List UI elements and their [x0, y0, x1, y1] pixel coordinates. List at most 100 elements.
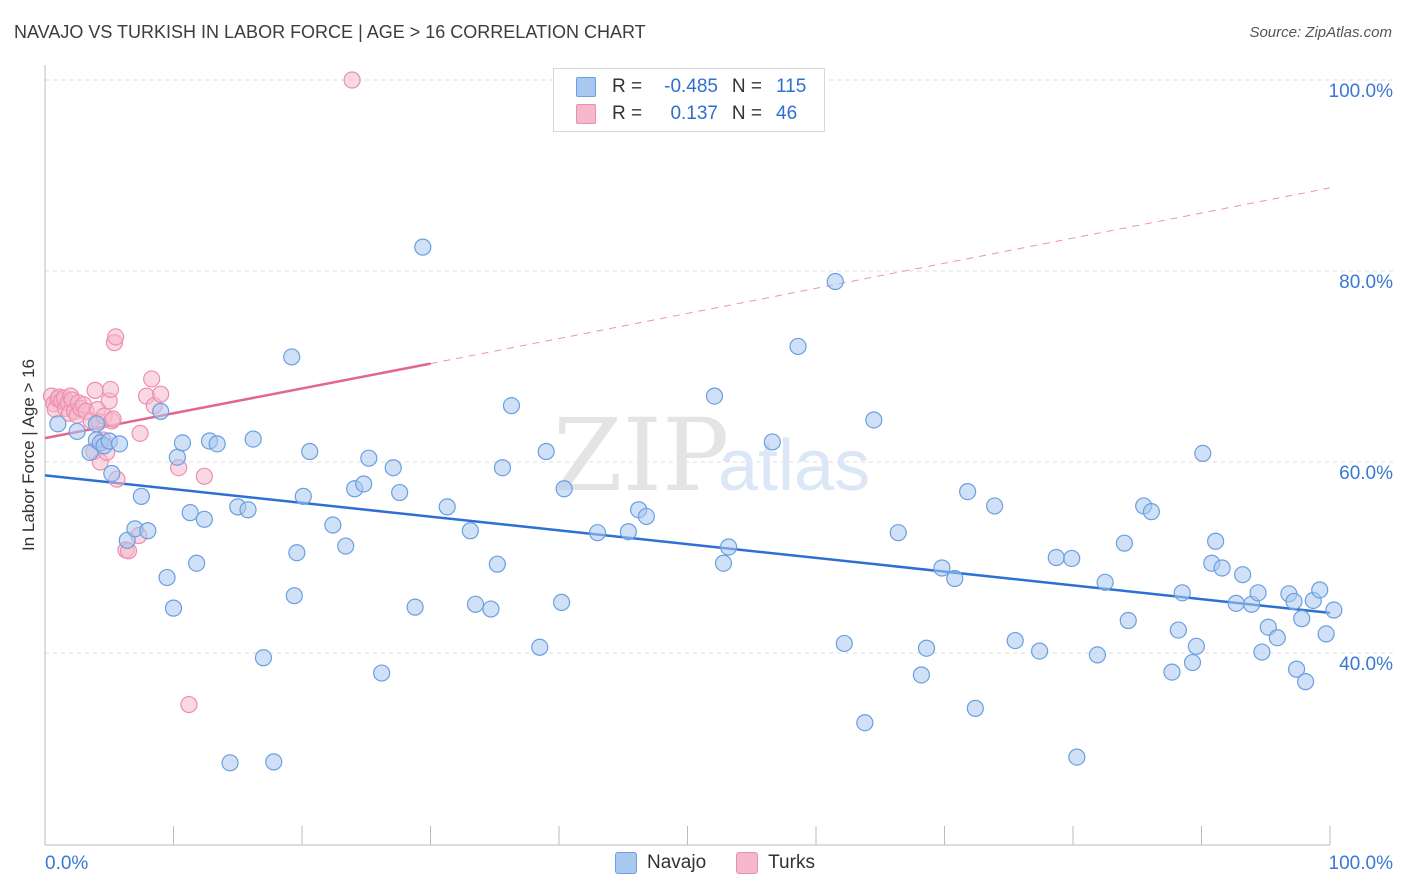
navajo-point	[865, 411, 883, 429]
navajo-point	[1142, 503, 1160, 521]
navajo-point	[966, 699, 984, 717]
navajo-point	[195, 510, 213, 528]
watermark: ZIP atlas	[553, 397, 870, 514]
navajo-point	[1296, 673, 1315, 691]
x-tick-label: 0.0%	[45, 853, 88, 874]
navajo-legend-swatch	[615, 852, 637, 874]
y-tick-label: 100.0%	[1329, 81, 1394, 102]
navajo-point	[502, 397, 521, 415]
r-value-navajo: -0.485	[664, 76, 718, 97]
navajo-point	[720, 538, 738, 556]
legend-item-turks: Turks	[736, 852, 815, 874]
navajo-point	[294, 487, 312, 505]
navajo-point	[552, 593, 571, 611]
navajo-point	[946, 569, 964, 588]
navajo-swatch	[576, 77, 596, 97]
navajo-point	[265, 753, 283, 771]
navajo-point	[1169, 621, 1187, 639]
r-label: R =	[612, 103, 643, 124]
navajo-point	[384, 459, 402, 477]
navajo-point	[1293, 610, 1311, 628]
y-tick-label: 80.0%	[1339, 272, 1393, 293]
navajo-point	[493, 459, 512, 477]
navajo-point	[438, 498, 456, 516]
navajo-trend-line	[44, 474, 1331, 615]
navajo-point	[933, 559, 951, 577]
navajo-point	[912, 666, 930, 684]
n-label: N =	[731, 76, 762, 97]
navajo-point	[461, 522, 479, 540]
navajo-point	[152, 402, 170, 420]
navajo-point	[324, 516, 342, 534]
navajo-point	[337, 537, 355, 555]
navajo-point	[110, 435, 129, 453]
navajo-point	[1115, 534, 1134, 552]
y-axis-label: In Labor Force | Age > 16	[19, 359, 38, 551]
navajo-point	[360, 449, 378, 467]
navajo-point	[139, 522, 157, 540]
navajo-point	[555, 480, 573, 498]
turks-legend-swatch	[736, 852, 759, 874]
navajo-point	[1063, 549, 1081, 568]
navajo-point	[239, 501, 257, 519]
navajo-point	[254, 649, 273, 667]
navajo-point	[619, 523, 637, 541]
navajo-point	[221, 754, 239, 772]
turks-point	[343, 71, 361, 89]
navajo-point	[288, 544, 306, 562]
navajo-point	[986, 497, 1004, 515]
navajo-point	[1285, 592, 1303, 611]
turks-point	[152, 385, 170, 403]
navajo-point	[763, 433, 781, 451]
navajo-point	[1006, 631, 1024, 650]
navajo-point	[1119, 611, 1137, 630]
navajo-point	[1253, 643, 1271, 661]
navajo-point	[103, 464, 121, 483]
navajo-point	[789, 337, 807, 356]
navajo-point	[68, 422, 86, 441]
navajo-point	[705, 387, 724, 405]
navajo-point	[414, 238, 432, 256]
navajo-point	[283, 348, 301, 366]
navajo-point	[188, 554, 206, 572]
y-tick-labels: 40.0% 60.0% 80.0% 100.0%	[1329, 81, 1394, 675]
x-tick-label: 100.0%	[1329, 853, 1394, 874]
navajo-point	[1213, 559, 1231, 577]
turks-point	[101, 380, 120, 399]
turks-point	[195, 467, 213, 485]
navajo-legend-label: Navajo	[647, 852, 707, 873]
navajo-point	[406, 598, 424, 616]
navajo-point	[959, 483, 977, 501]
navajo-point	[856, 714, 874, 732]
stats-legend: R = -0.485 N = 115 R = 0.137 N = 46	[553, 68, 825, 132]
legend-row-navajo: R = -0.485 N = 115	[576, 74, 816, 100]
navajo-point	[488, 555, 506, 573]
series-legend: Navajo Turks	[615, 852, 845, 874]
navajo-point	[531, 638, 549, 656]
navajo-point	[1030, 642, 1049, 660]
navajo-point	[301, 442, 319, 461]
navajo-point	[355, 475, 373, 493]
navajo-point	[482, 600, 500, 618]
turks-trend-extension	[430, 187, 1331, 365]
r-value-turks: 0.137	[670, 103, 718, 124]
n-label: N =	[731, 103, 762, 124]
navajo-point	[1207, 532, 1225, 550]
navajo-point	[173, 434, 192, 452]
watermark-zip: ZIP	[553, 397, 729, 514]
navajo-points	[49, 238, 1343, 772]
turks-swatch	[576, 104, 596, 124]
navajo-point	[537, 442, 555, 461]
legend-item-navajo: Navajo	[615, 852, 706, 874]
turks-point	[104, 410, 122, 428]
navajo-point	[1187, 637, 1205, 655]
navajo-point	[835, 634, 853, 653]
navajo-point	[1047, 548, 1065, 567]
navajo-point	[1096, 573, 1114, 591]
n-value-turks: 46	[776, 103, 798, 124]
y-tick-label: 40.0%	[1339, 654, 1393, 675]
navajo-point	[391, 483, 409, 502]
turks-point	[143, 370, 161, 388]
navajo-point	[1311, 581, 1329, 599]
